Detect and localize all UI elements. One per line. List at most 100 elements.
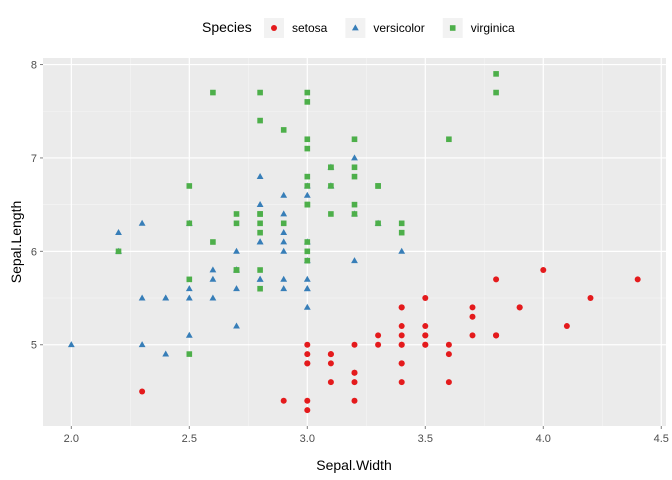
data-point-versicolor — [185, 294, 193, 301]
data-point-setosa — [422, 295, 429, 302]
data-point-setosa — [445, 351, 452, 358]
data-point-setosa — [398, 304, 405, 311]
data-point-virginica — [257, 220, 263, 227]
x-tick-label: 4.0 — [536, 433, 551, 445]
data-point-setosa — [445, 379, 452, 386]
y-axis-title: Sepal.Length — [8, 201, 24, 284]
x-axis: 2.0 2.5 3.0 3.5 4.0 4.5 — [64, 426, 669, 445]
legend-label-setosa: setosa — [292, 21, 328, 35]
data-point-versicolor — [138, 219, 146, 226]
data-point-versicolor — [280, 285, 288, 292]
data-point-versicolor — [398, 247, 406, 254]
data-point-virginica — [351, 164, 358, 171]
data-point-virginica — [351, 136, 358, 143]
data-point-virginica — [351, 173, 358, 180]
data-point-setosa — [469, 304, 476, 311]
data-point-versicolor — [303, 275, 311, 282]
data-point-virginica — [304, 239, 311, 245]
data-point-virginica — [280, 127, 287, 133]
data-point-setosa — [398, 332, 405, 339]
x-tick-label: 4.5 — [654, 433, 669, 445]
data-point-virginica — [328, 164, 334, 171]
data-point-setosa — [304, 351, 311, 358]
plot-panel — [43, 58, 666, 426]
x-tick-label: 2.5 — [182, 433, 197, 445]
data-point-setosa — [493, 332, 500, 339]
data-point-setosa — [445, 341, 452, 348]
data-point-virginica — [351, 201, 358, 208]
data-point-setosa — [375, 332, 382, 339]
legend-key-virginica — [449, 25, 456, 31]
data-point-versicolor — [256, 201, 264, 208]
data-point-setosa — [327, 351, 334, 358]
data-point-virginica — [257, 229, 263, 236]
data-point-setosa — [139, 388, 146, 395]
data-point-virginica — [186, 220, 193, 227]
data-point-virginica — [304, 201, 311, 208]
data-point-versicolor — [280, 247, 288, 254]
data-point-virginica — [304, 173, 311, 180]
data-point-virginica — [186, 351, 193, 357]
data-point-setosa — [304, 397, 311, 404]
legend-item-versicolor: versicolor — [345, 18, 425, 38]
data-point-versicolor — [209, 275, 217, 282]
data-point-virginica — [210, 89, 216, 96]
x-tick-label: 2.0 — [64, 433, 79, 445]
data-point-setosa — [469, 313, 476, 320]
x-tick-label: 3.0 — [300, 433, 315, 445]
data-point-setosa — [280, 397, 287, 404]
data-point-versicolor — [303, 303, 311, 310]
series-setosa — [139, 267, 641, 414]
data-point-versicolor — [303, 285, 311, 292]
data-point-virginica — [398, 229, 405, 236]
data-point-virginica — [304, 89, 311, 96]
data-point-virginica — [304, 99, 311, 105]
data-point-versicolor — [256, 173, 264, 180]
data-point-setosa — [398, 341, 405, 348]
data-point-versicolor — [185, 331, 193, 338]
data-point-versicolor — [233, 285, 240, 292]
data-point-virginica — [257, 211, 263, 217]
y-tick-label: 7 — [31, 153, 37, 165]
data-point-virginica — [233, 220, 240, 227]
data-point-virginica — [257, 89, 263, 96]
data-point-setosa — [351, 341, 358, 348]
data-point-setosa — [469, 332, 476, 339]
data-point-virginica — [493, 89, 499, 96]
data-point-setosa — [398, 379, 405, 386]
data-point-virginica — [210, 239, 216, 245]
data-point-versicolor — [256, 275, 264, 282]
legend-key-setosa — [271, 25, 277, 31]
legend-item-setosa: setosa — [264, 18, 328, 38]
data-point-virginica — [446, 136, 452, 143]
data-point-virginica — [493, 71, 499, 77]
x-tick-label: 3.5 — [418, 433, 433, 445]
data-point-virginica — [304, 183, 311, 189]
data-point-virginica — [257, 117, 263, 124]
data-point-virginica — [375, 220, 381, 227]
data-point-versicolor — [233, 322, 240, 329]
data-point-setosa — [304, 341, 311, 348]
data-point-setosa — [375, 341, 382, 348]
data-point-setosa — [304, 407, 311, 414]
data-point-virginica — [115, 248, 122, 255]
y-tick-label: 8 — [31, 60, 37, 72]
data-point-setosa — [493, 276, 500, 283]
data-point-setosa — [422, 341, 429, 348]
data-point-setosa — [327, 379, 334, 386]
data-point-setosa — [563, 323, 570, 330]
y-tick-label: 6 — [31, 246, 37, 258]
data-points — [67, 71, 641, 414]
legend-item-virginica: virginica — [442, 18, 515, 38]
x-axis-title: Sepal.Width — [316, 457, 391, 473]
data-point-versicolor — [280, 229, 288, 236]
data-point-versicolor — [162, 350, 170, 357]
data-point-versicolor — [138, 341, 146, 348]
data-point-virginica — [304, 145, 311, 152]
data-point-setosa — [422, 323, 429, 330]
data-point-versicolor — [256, 238, 264, 245]
legend: Species setosa versicolor virginica — [202, 18, 515, 38]
data-point-virginica — [398, 220, 405, 227]
data-point-virginica — [351, 211, 358, 217]
